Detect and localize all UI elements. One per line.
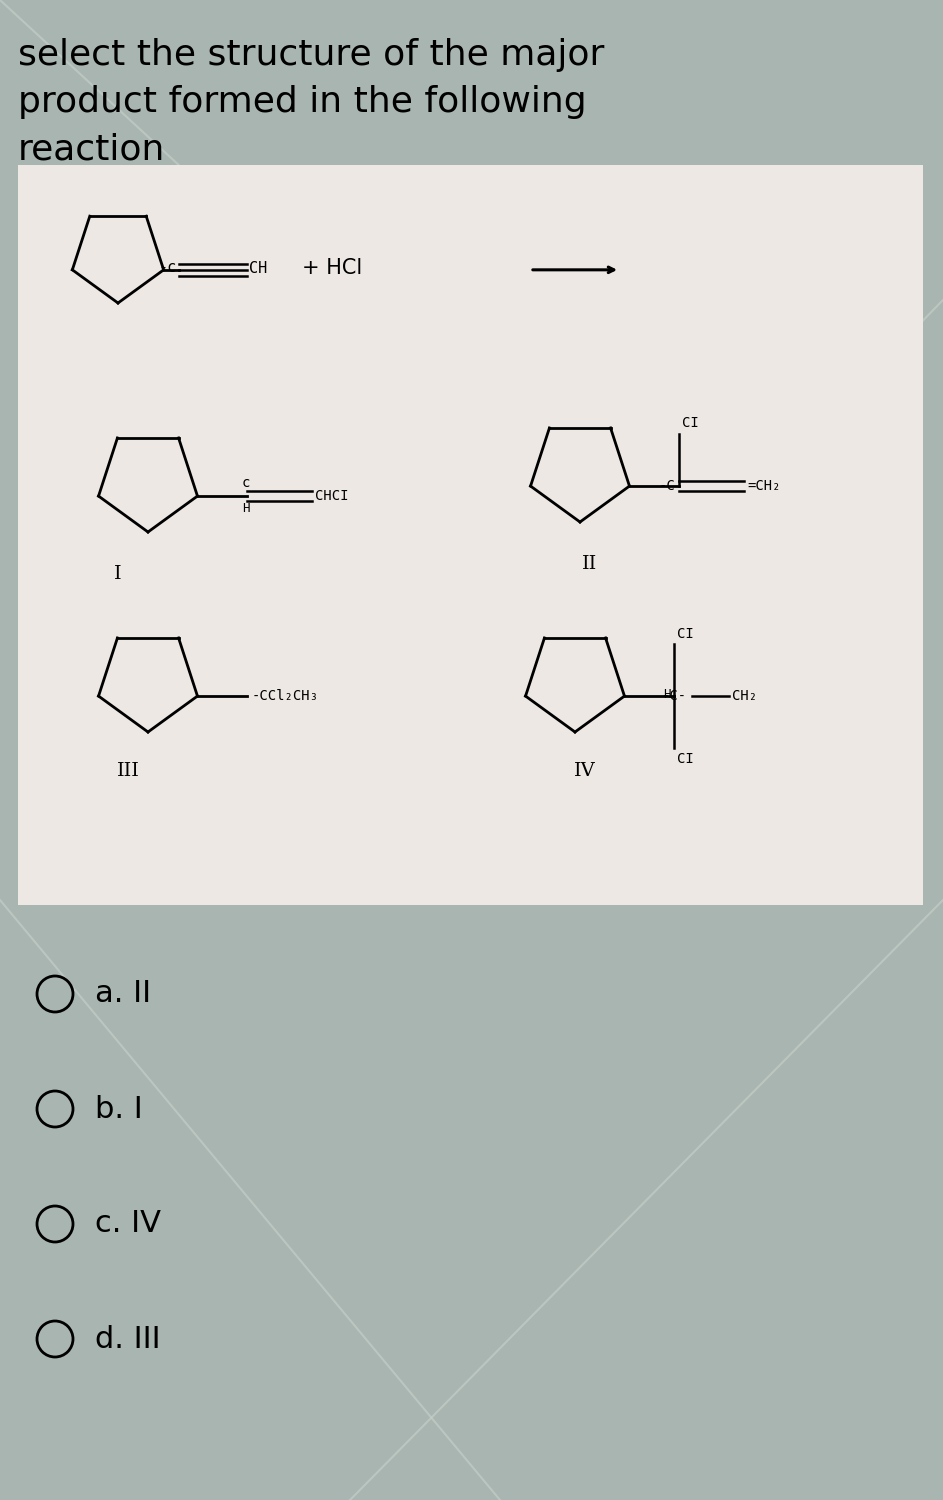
Text: d. III: d. III: [95, 1324, 160, 1353]
Text: III: III: [117, 762, 140, 780]
FancyBboxPatch shape: [18, 165, 923, 904]
Text: CI: CI: [683, 416, 699, 430]
Text: -CCl₂CH₃: -CCl₂CH₃: [252, 688, 319, 703]
Text: CHCI: CHCI: [316, 489, 349, 502]
Text: select the structure of the major: select the structure of the major: [18, 38, 604, 72]
Text: I: I: [114, 566, 122, 584]
Text: -c: -c: [158, 261, 176, 276]
Text: c: c: [241, 476, 250, 490]
Text: + HCl: + HCl: [302, 258, 362, 278]
Text: CI: CI: [677, 752, 694, 766]
Text: CH₂: CH₂: [733, 688, 757, 703]
Text: -C: -C: [659, 478, 675, 494]
Text: CH: CH: [249, 261, 267, 276]
Text: H: H: [663, 687, 670, 700]
Text: CI: CI: [677, 627, 694, 640]
Text: II: II: [583, 555, 598, 573]
Text: H: H: [241, 503, 249, 515]
Text: product formed in the following: product formed in the following: [18, 86, 587, 118]
Text: c. IV: c. IV: [95, 1209, 161, 1239]
Text: -C-: -C-: [662, 688, 687, 703]
Text: reaction: reaction: [18, 132, 165, 166]
Text: b. I: b. I: [95, 1095, 142, 1124]
Text: =CH₂: =CH₂: [748, 478, 781, 494]
Text: IV: IV: [574, 762, 596, 780]
Text: a. II: a. II: [95, 980, 151, 1008]
